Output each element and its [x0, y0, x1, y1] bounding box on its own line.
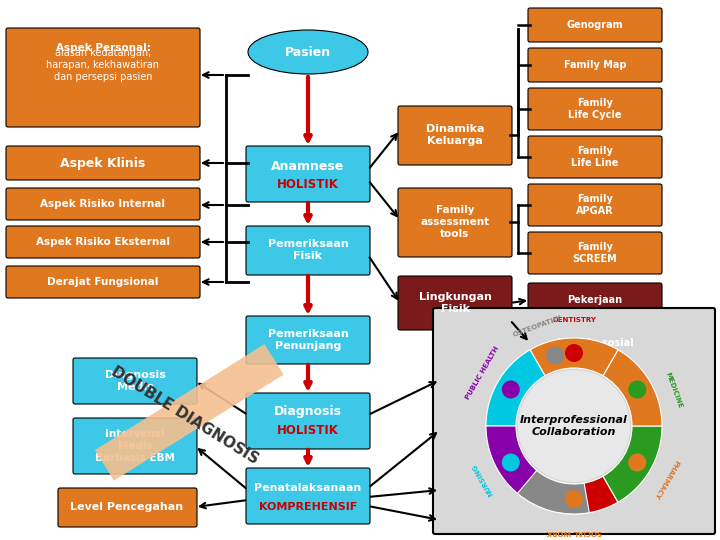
- FancyBboxPatch shape: [398, 188, 512, 257]
- Text: Diagnosis: Diagnosis: [274, 406, 342, 419]
- Circle shape: [565, 344, 583, 362]
- Text: DOUBLE DIAGNOSIS: DOUBLE DIAGNOSIS: [109, 363, 261, 467]
- FancyBboxPatch shape: [6, 28, 200, 127]
- FancyBboxPatch shape: [58, 488, 197, 527]
- Text: alasan kedatangan,
harapan, kekhawatiran
dan persepsi pasien: alasan kedatangan, harapan, kekhawatiran…: [47, 49, 160, 82]
- FancyBboxPatch shape: [73, 358, 197, 404]
- Ellipse shape: [248, 30, 368, 74]
- FancyBboxPatch shape: [528, 88, 662, 130]
- Text: NURSING: NURSING: [471, 462, 494, 496]
- Text: Pemeriksaan
Penunjang: Pemeriksaan Penunjang: [268, 329, 348, 351]
- Text: Pasien: Pasien: [285, 45, 331, 58]
- Text: Family
assessment
tools: Family assessment tools: [420, 205, 490, 239]
- Text: DENTISTRY: DENTISTRY: [552, 317, 596, 323]
- Text: Dinamika
Keluarga: Dinamika Keluarga: [426, 124, 485, 146]
- Text: Family
Life Line: Family Life Line: [571, 146, 618, 168]
- Circle shape: [546, 347, 564, 364]
- FancyBboxPatch shape: [528, 48, 662, 82]
- FancyBboxPatch shape: [6, 146, 200, 180]
- FancyBboxPatch shape: [398, 276, 512, 330]
- Wedge shape: [486, 426, 545, 502]
- FancyBboxPatch shape: [528, 184, 662, 226]
- Text: Lingkungan
Fisik: Lingkungan Fisik: [418, 292, 492, 314]
- FancyBboxPatch shape: [528, 232, 662, 274]
- FancyBboxPatch shape: [95, 344, 284, 481]
- FancyBboxPatch shape: [246, 226, 370, 275]
- FancyBboxPatch shape: [246, 468, 370, 524]
- Circle shape: [629, 381, 647, 399]
- Text: Intervensi
Medis
Berbasis EBM: Intervensi Medis Berbasis EBM: [95, 429, 175, 463]
- Text: PUBLIC HEALTH: PUBLIC HEALTH: [464, 346, 500, 401]
- Wedge shape: [603, 350, 662, 426]
- Wedge shape: [486, 350, 545, 426]
- FancyBboxPatch shape: [6, 266, 200, 298]
- Text: Diagnosis
Medis: Diagnosis Medis: [104, 370, 166, 392]
- FancyBboxPatch shape: [528, 326, 662, 360]
- Text: KOMPREHENSIF: KOMPREHENSIF: [259, 502, 357, 512]
- Text: OSTEOPATHY: OSTEOPATHY: [513, 315, 563, 338]
- Text: Anamnese: Anamnese: [271, 159, 345, 172]
- Wedge shape: [518, 470, 589, 514]
- FancyBboxPatch shape: [246, 316, 370, 364]
- Text: Family
SCREEM: Family SCREEM: [572, 242, 617, 264]
- Text: Aspek Risiko Internal: Aspek Risiko Internal: [40, 199, 166, 209]
- Text: Level Pencegahan: Level Pencegahan: [71, 502, 184, 512]
- Circle shape: [629, 454, 647, 471]
- Circle shape: [518, 370, 630, 482]
- Text: HOLISTIK: HOLISTIK: [277, 424, 339, 437]
- Circle shape: [565, 490, 583, 508]
- FancyBboxPatch shape: [398, 106, 512, 165]
- FancyBboxPatch shape: [433, 308, 715, 534]
- Text: Pekerjaan: Pekerjaan: [567, 295, 623, 305]
- FancyBboxPatch shape: [6, 188, 200, 220]
- Wedge shape: [603, 426, 662, 502]
- FancyBboxPatch shape: [246, 146, 370, 202]
- Text: Aspek Klinis: Aspek Klinis: [60, 157, 145, 170]
- Circle shape: [502, 454, 520, 471]
- Wedge shape: [530, 338, 618, 376]
- FancyBboxPatch shape: [6, 226, 200, 258]
- Text: PHARMACY: PHARMACY: [652, 458, 680, 500]
- FancyBboxPatch shape: [528, 283, 662, 317]
- Text: Aspek Risiko Eksternal: Aspek Risiko Eksternal: [36, 237, 170, 247]
- Text: Family
APGAR: Family APGAR: [576, 194, 614, 216]
- Text: Family Map: Family Map: [564, 60, 626, 70]
- FancyBboxPatch shape: [528, 136, 662, 178]
- Text: MEDICINE: MEDICINE: [665, 371, 683, 409]
- Text: Family
Life Cycle: Family Life Cycle: [568, 98, 622, 120]
- Text: HOLISTIK: HOLISTIK: [277, 179, 339, 192]
- FancyBboxPatch shape: [528, 8, 662, 42]
- Text: Penatalaksanaan: Penatalaksanaan: [254, 483, 361, 493]
- FancyBboxPatch shape: [246, 393, 370, 449]
- Text: Derajat Fungsional: Derajat Fungsional: [48, 277, 158, 287]
- Wedge shape: [530, 476, 618, 514]
- Text: Genogram: Genogram: [567, 20, 624, 30]
- Circle shape: [502, 381, 520, 399]
- Text: Pemeriksaan
Fisik: Pemeriksaan Fisik: [268, 239, 348, 261]
- FancyBboxPatch shape: [73, 418, 197, 474]
- Text: Interprofessional
Collaboration: Interprofessional Collaboration: [520, 415, 628, 437]
- Text: Rumah, sosial: Rumah, sosial: [557, 338, 634, 348]
- Text: Aspek Personal:: Aspek Personal:: [55, 43, 150, 53]
- Text: SOCIAL WORK: SOCIAL WORK: [546, 529, 602, 535]
